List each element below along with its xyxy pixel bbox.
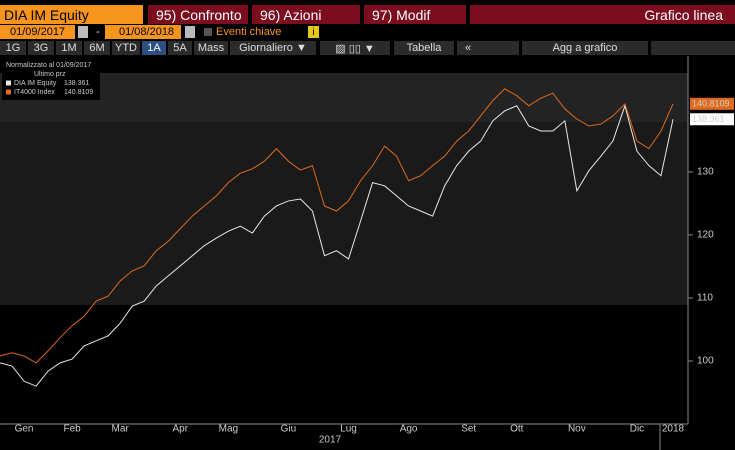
series-line (0, 88, 674, 364)
chart: 100 110 120 130 Gen Feb Mar Apr Mag Giu Lug Ago Set O… (0, 56, 734, 450)
legend-value: 140.8109 (64, 89, 93, 96)
x-tick-label: 2018 (662, 424, 685, 435)
x-tick-label: Mag (219, 424, 238, 435)
legend-subtitle: Ultimo prz (34, 71, 66, 78)
collapse-button[interactable]: « (457, 41, 519, 55)
x-tick-label: Ott (510, 424, 524, 435)
period-button[interactable]: Mass (194, 41, 228, 55)
actions-button[interactable]: 96) Azioni (252, 5, 360, 24)
period-button[interactable]: 6M (84, 41, 110, 55)
legend-name: DIA IM Equity (14, 80, 57, 87)
legend-name: IT4000 Index (14, 89, 55, 96)
x-tick-label: Lug (340, 424, 357, 435)
checkbox[interactable] (204, 28, 212, 36)
legend-value: 138.361 (64, 80, 89, 87)
last-value-label: 138.361 (692, 114, 725, 124)
period-button[interactable]: 1A (142, 41, 166, 55)
last-value-box (690, 113, 734, 126)
period-button[interactable]: 1M (56, 41, 82, 55)
x-tick-label: Ago (400, 424, 418, 435)
x-tick-label: Feb (63, 424, 81, 435)
last-value-label: 140.8109 (692, 99, 730, 109)
end-date[interactable]: 01/08/2018 (105, 25, 181, 39)
x-tick-label: Giu (281, 424, 297, 435)
period-button[interactable]: 3G (28, 41, 54, 55)
add-button[interactable]: Agg a grafico (522, 41, 648, 55)
toolbar-blank (651, 41, 735, 55)
edit-button[interactable]: 97) Modif (364, 5, 466, 24)
period-button[interactable]: YTD (112, 41, 140, 55)
x-tick-label: Apr (172, 424, 188, 435)
legend-box (2, 58, 100, 100)
view-title: Grafico linea (470, 5, 735, 24)
events-label: Eventi chiave (216, 26, 282, 38)
table-button[interactable]: Tabella (394, 41, 454, 55)
legend-title: Normalizzato al 01/09/2017 (6, 62, 91, 69)
compare-button[interactable]: 95) Confronto (148, 5, 248, 24)
chart-type-icons[interactable]: ▨ ▯▯ ▼ (320, 41, 390, 55)
legend-swatch (6, 89, 11, 95)
calendar-icon[interactable] (185, 26, 195, 38)
y-tick-label: 100 (697, 356, 714, 367)
y-tick-label: 110 (697, 293, 713, 304)
y-tick-label: 130 (697, 167, 714, 178)
legend-swatch (6, 80, 11, 86)
x-tick-label: Gen (15, 424, 34, 435)
frequency-dropdown[interactable]: Giornaliero ▼ (230, 41, 316, 55)
date-separator: - (96, 26, 100, 38)
x-tick-label: Dic (630, 424, 644, 435)
period-button[interactable]: 1G (0, 41, 26, 55)
info-icon[interactable]: i (308, 26, 319, 38)
x-tick-label: Mar (112, 424, 130, 435)
plot-band (0, 73, 688, 122)
last-value-box (690, 97, 734, 110)
x-axis-label: 2017 (319, 435, 342, 446)
y-tick-label: 120 (697, 230, 714, 241)
security-field[interactable]: DIA IM Equity (0, 5, 143, 24)
calendar-icon[interactable] (78, 26, 88, 38)
period-button[interactable]: 5A (168, 41, 192, 55)
start-date[interactable]: 01/09/2017 (0, 25, 75, 39)
x-tick-label: Nov (568, 424, 586, 435)
x-tick-label: Set (461, 424, 476, 435)
series-line (0, 104, 674, 387)
